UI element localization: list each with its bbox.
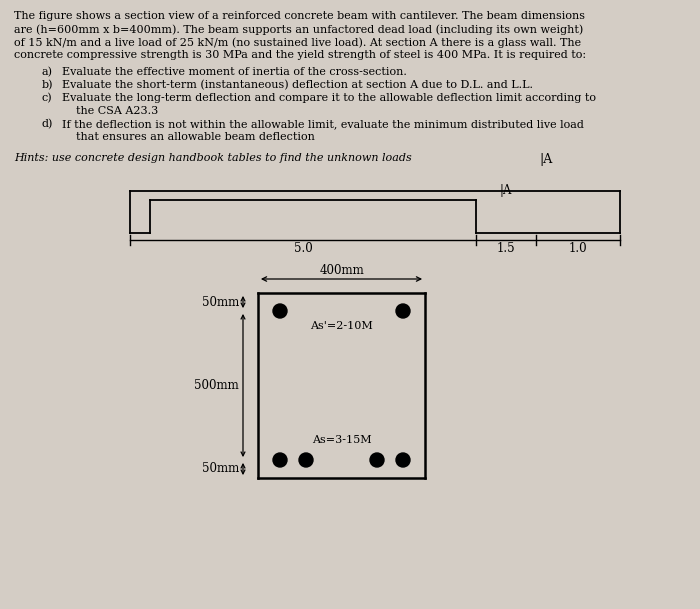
- Text: d): d): [42, 119, 53, 129]
- Circle shape: [370, 453, 384, 467]
- Text: 50mm: 50mm: [202, 462, 239, 476]
- Text: of 15 kN/m and a live load of 25 kN/m (no sustained live load). At section A the: of 15 kN/m and a live load of 25 kN/m (n…: [14, 37, 581, 48]
- Text: 1.0: 1.0: [568, 242, 587, 255]
- Text: the CSA A23.3: the CSA A23.3: [76, 106, 158, 116]
- Text: As'=2-10M: As'=2-10M: [310, 321, 373, 331]
- Text: 400mm: 400mm: [319, 264, 364, 277]
- Text: that ensures an allowable beam deflection: that ensures an allowable beam deflectio…: [76, 132, 315, 142]
- Text: 50mm: 50mm: [202, 295, 239, 309]
- Text: Evaluate the effective moment of inertia of the cross-section.: Evaluate the effective moment of inertia…: [62, 67, 407, 77]
- Circle shape: [273, 304, 287, 318]
- Text: Evaluate the short-term (instantaneous) deflection at section A due to D.L. and : Evaluate the short-term (instantaneous) …: [62, 80, 533, 90]
- Text: a): a): [42, 67, 53, 77]
- Text: Evaluate the long-term deflection and compare it to the allowable deflection lim: Evaluate the long-term deflection and co…: [62, 93, 596, 103]
- Text: The figure shows a section view of a reinforced concrete beam with cantilever. T: The figure shows a section view of a rei…: [14, 11, 585, 21]
- Text: 500mm: 500mm: [195, 379, 239, 392]
- Text: 1.5: 1.5: [497, 242, 515, 255]
- Text: |A: |A: [500, 184, 512, 197]
- Text: b): b): [42, 80, 53, 90]
- Text: |A: |A: [540, 153, 552, 166]
- Circle shape: [273, 453, 287, 467]
- Text: c): c): [42, 93, 52, 104]
- Circle shape: [396, 453, 410, 467]
- Text: As=3-15M: As=3-15M: [312, 435, 371, 445]
- Text: 5.0: 5.0: [293, 242, 312, 255]
- Circle shape: [396, 304, 410, 318]
- Circle shape: [299, 453, 313, 467]
- Text: Hints: use concrete design handbook tables to find the unknown loads: Hints: use concrete design handbook tabl…: [14, 153, 412, 163]
- Text: concrete compressive strength is 30 MPa and the yield strength of steel is 400 M: concrete compressive strength is 30 MPa …: [14, 50, 586, 60]
- Text: are (h=600mm x b=400mm). The beam supports an unfactored dead load (including it: are (h=600mm x b=400mm). The beam suppor…: [14, 24, 583, 35]
- Text: If the deflection is not within the allowable limit, evaluate the minimum distri: If the deflection is not within the allo…: [62, 119, 584, 129]
